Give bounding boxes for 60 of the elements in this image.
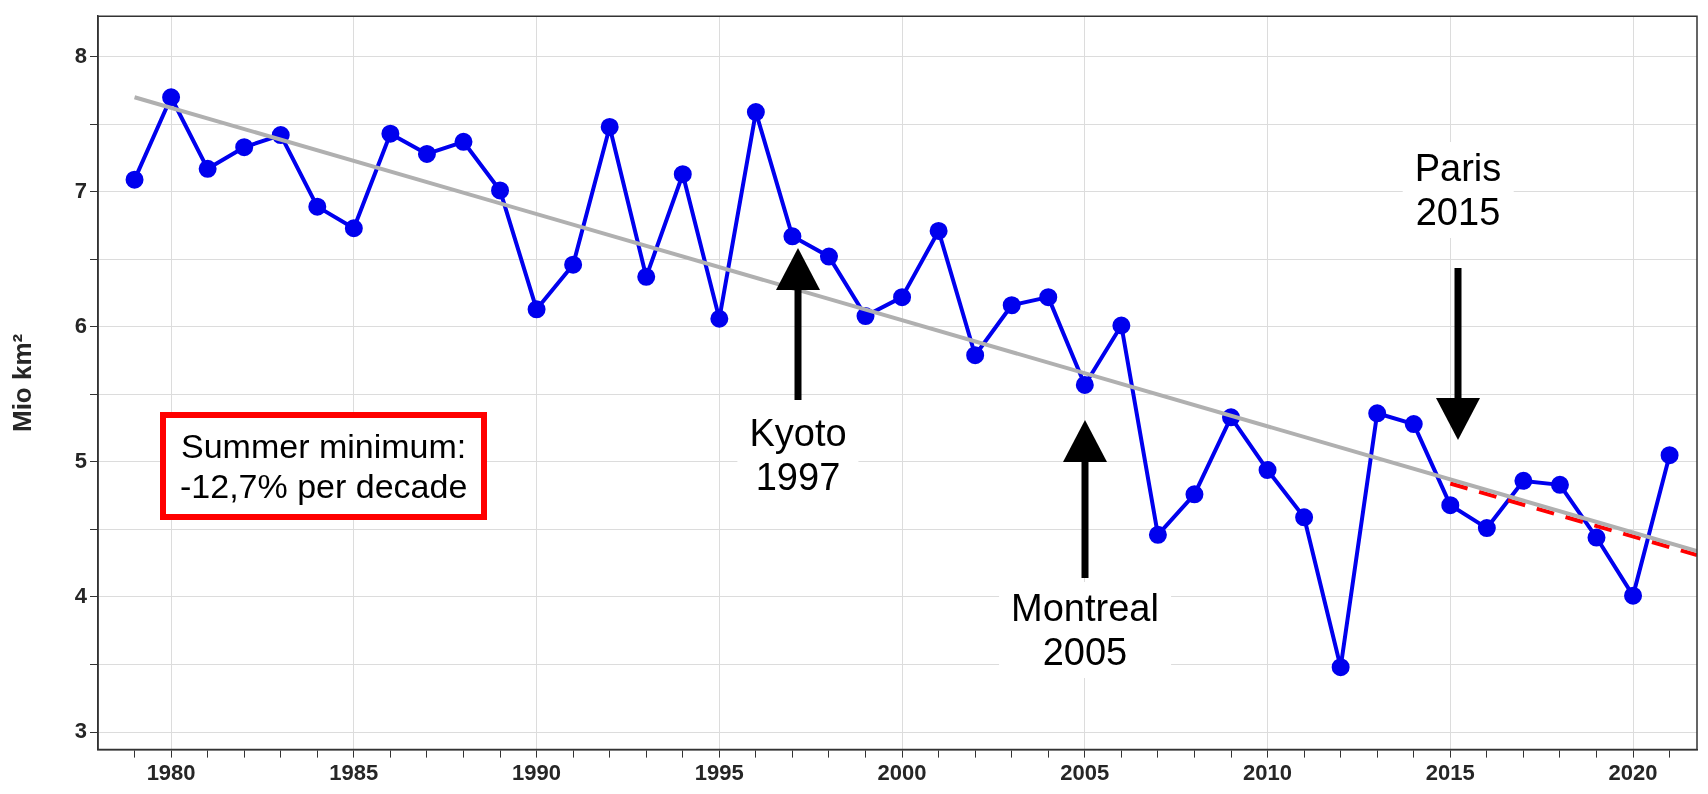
annotation: Paris 2015: [1402, 142, 1514, 238]
annotation: Summer minimum: -12,7% per decade: [160, 412, 488, 520]
point: [417, 144, 436, 163]
point: [1258, 461, 1277, 480]
point: [1331, 658, 1350, 677]
x-tick-label: 2020: [1608, 759, 1658, 785]
point: [783, 227, 802, 246]
point: [893, 288, 912, 307]
point: [746, 103, 765, 122]
annotation: Kyoto 1997: [737, 407, 859, 503]
point: [966, 346, 985, 365]
point: [125, 170, 144, 189]
annotation: Montreal 2005: [999, 582, 1171, 678]
x-tick-label: 1985: [329, 759, 379, 785]
point: [1514, 471, 1533, 490]
point: [564, 255, 583, 274]
point: [637, 267, 656, 286]
point: [1477, 519, 1496, 538]
y-axis-title: Mio km²: [6, 333, 37, 433]
point: [1039, 288, 1058, 307]
point: [454, 132, 473, 151]
point: [1660, 446, 1679, 465]
point: [527, 300, 546, 319]
point: [1624, 586, 1643, 605]
point: [710, 309, 729, 328]
y-tick-label: 7: [74, 177, 87, 203]
x-tick-label: 2010: [1243, 759, 1293, 785]
point: [491, 181, 510, 200]
y-tick-label: 5: [74, 447, 87, 473]
point: [1185, 485, 1204, 504]
point: [929, 221, 948, 240]
x-tick-label: 1990: [512, 759, 562, 785]
point: [1404, 415, 1423, 434]
x-tick-label: 1980: [146, 759, 196, 785]
point: [344, 219, 363, 238]
y-tick-label: 8: [74, 42, 87, 68]
point: [1148, 525, 1167, 544]
point: [1550, 475, 1569, 494]
point: [1441, 496, 1460, 515]
x-tick-label: 1995: [694, 759, 744, 785]
point: [1112, 316, 1131, 335]
point: [162, 88, 181, 107]
y-tick-label: 6: [74, 312, 87, 338]
point: [381, 124, 400, 143]
point: [308, 197, 327, 216]
point: [198, 159, 217, 178]
point: [1587, 528, 1606, 547]
point: [1368, 404, 1387, 423]
point: [600, 117, 619, 136]
point: [673, 165, 692, 184]
point: [235, 138, 254, 157]
y-tick-label: 4: [74, 583, 88, 609]
x-tick-label: 2000: [877, 759, 927, 785]
point: [1295, 508, 1314, 527]
point: [819, 247, 838, 266]
point: [1002, 296, 1021, 315]
y-tick-label: 3: [74, 718, 87, 744]
x-tick-label: 2015: [1425, 759, 1475, 785]
point: [1075, 375, 1094, 394]
x-tick-label: 2005: [1060, 759, 1110, 785]
